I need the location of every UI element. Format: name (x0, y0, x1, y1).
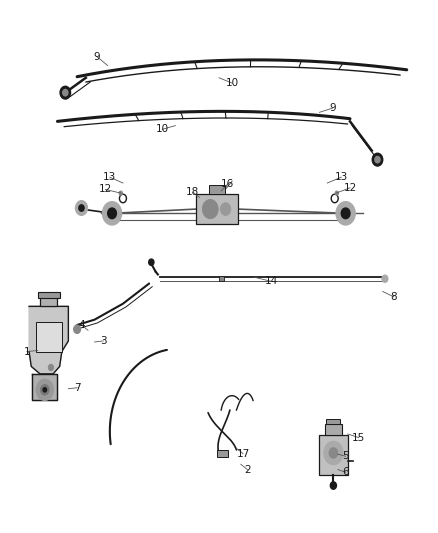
Bar (326, 419, 340, 424)
Circle shape (119, 191, 123, 195)
Bar (325, 424, 342, 435)
Circle shape (43, 387, 46, 392)
Bar (38, 292, 60, 298)
Circle shape (48, 365, 53, 370)
Circle shape (74, 325, 81, 334)
Text: 16: 16 (221, 179, 234, 189)
Circle shape (330, 482, 336, 489)
Circle shape (324, 441, 343, 465)
Circle shape (372, 154, 383, 166)
Circle shape (102, 201, 122, 225)
Bar (35, 322, 62, 352)
Bar (319, 435, 348, 475)
Text: 9: 9 (93, 52, 100, 61)
Text: 2: 2 (244, 465, 251, 474)
Text: 17: 17 (237, 449, 250, 458)
Circle shape (202, 199, 218, 219)
Text: 8: 8 (390, 292, 397, 302)
Circle shape (40, 384, 49, 395)
Polygon shape (29, 306, 68, 374)
Text: 13: 13 (335, 172, 348, 182)
Text: 9: 9 (329, 103, 336, 113)
Circle shape (36, 379, 53, 400)
Text: 4: 4 (78, 320, 85, 330)
Bar (209, 185, 225, 195)
Circle shape (149, 259, 154, 265)
Text: 15: 15 (352, 433, 365, 443)
Circle shape (329, 448, 338, 458)
Text: 10: 10 (155, 124, 169, 134)
Text: 12: 12 (99, 184, 112, 195)
Text: 3: 3 (100, 336, 106, 346)
Text: 18: 18 (186, 187, 199, 197)
Circle shape (336, 201, 355, 225)
Bar (217, 450, 228, 457)
Text: 14: 14 (265, 277, 278, 286)
Bar (219, 276, 224, 281)
Circle shape (60, 86, 71, 99)
Text: 10: 10 (226, 78, 239, 88)
Circle shape (75, 200, 88, 215)
Polygon shape (32, 374, 57, 400)
Bar (196, 195, 237, 224)
Text: 13: 13 (103, 172, 117, 182)
Text: 6: 6 (343, 467, 349, 477)
Circle shape (341, 208, 350, 219)
Circle shape (375, 157, 380, 163)
Bar (40, 297, 57, 306)
Text: 12: 12 (343, 183, 357, 193)
Circle shape (63, 90, 68, 96)
Circle shape (382, 275, 388, 282)
Text: 7: 7 (74, 383, 81, 393)
Text: 5: 5 (343, 451, 349, 461)
Circle shape (108, 208, 117, 219)
Text: 1: 1 (24, 346, 30, 357)
Circle shape (79, 205, 84, 211)
Circle shape (220, 203, 231, 215)
Circle shape (335, 191, 339, 195)
